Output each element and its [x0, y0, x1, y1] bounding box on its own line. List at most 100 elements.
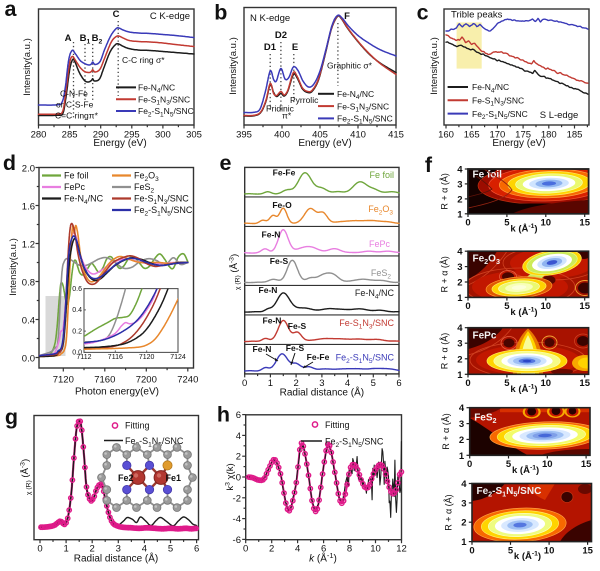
svg-text:1: 1 — [268, 378, 273, 389]
svg-text:C K-edge: C K-edge — [150, 11, 190, 22]
svg-text:Fe-S1N3/SNC: Fe-S1N3/SNC — [138, 94, 190, 106]
svg-text:-2: -2 — [233, 493, 241, 504]
svg-text:0.0: 0.0 — [72, 350, 82, 357]
svg-text:π*: π* — [282, 111, 292, 121]
svg-text:k (Å-1): k (Å-1) — [512, 464, 539, 475]
svg-text:0: 0 — [467, 459, 472, 470]
svg-text:F: F — [344, 11, 350, 22]
svg-text:3: 3 — [457, 179, 462, 190]
svg-text:7160: 7160 — [94, 375, 115, 386]
svg-text:Fe-Fe: Fe-Fe — [273, 168, 296, 178]
svg-text:Fe-N4/NC: Fe-N4/NC — [472, 82, 509, 94]
svg-text:2: 2 — [459, 435, 464, 446]
svg-text:Fe-N: Fe-N — [253, 344, 272, 354]
svg-text:FeS2: FeS2 — [134, 182, 155, 194]
svg-text:B1: B1 — [80, 33, 91, 45]
svg-text:Energy (eV): Energy (eV) — [298, 138, 351, 149]
svg-text:15: 15 — [582, 545, 593, 556]
svg-text:R + α (Å): R + α (Å) — [440, 173, 450, 209]
svg-text:Intensity(a.u.): Intensity(a.u.) — [8, 238, 19, 296]
svg-text:h: h — [217, 403, 230, 427]
svg-text:Fe2-S1N5/SNC: Fe2-S1N5/SNC — [337, 114, 393, 126]
svg-text:k (Å-1): k (Å-1) — [309, 551, 337, 565]
svg-text:400: 400 — [274, 130, 290, 141]
svg-text:180: 180 — [541, 130, 557, 141]
svg-text:2.0: 2.0 — [22, 164, 35, 175]
svg-text:290: 290 — [93, 130, 109, 141]
svg-text:2: 2 — [457, 194, 462, 205]
svg-text:0: 0 — [465, 378, 470, 389]
svg-text:2: 2 — [293, 378, 298, 389]
svg-text:15: 15 — [581, 459, 592, 470]
svg-text:χ (R) (Å-3): χ (R) (Å-3) — [20, 459, 33, 495]
svg-text:10: 10 — [544, 545, 555, 556]
svg-text:6: 6 — [236, 410, 241, 421]
svg-text:5: 5 — [504, 218, 510, 229]
svg-text:Fe-N4/NC: Fe-N4/NC — [64, 194, 104, 206]
svg-text:405: 405 — [312, 130, 328, 141]
svg-text:Fe-N: Fe-N — [262, 230, 281, 240]
svg-text:a: a — [5, 0, 18, 21]
svg-text:15: 15 — [579, 218, 590, 229]
svg-text:6: 6 — [321, 544, 326, 555]
svg-text:4: 4 — [142, 544, 147, 555]
svg-text:Fe-S1N3/SNC: Fe-S1N3/SNC — [134, 194, 189, 206]
svg-text:4: 4 — [295, 544, 300, 555]
svg-text:or C-S-Fe: or C-S-Fe — [56, 100, 94, 110]
svg-text:Intensity(a.u.): Intensity(a.u.) — [228, 37, 239, 95]
svg-text:285: 285 — [62, 130, 78, 141]
svg-text:165: 165 — [464, 130, 480, 141]
svg-text:N K-edge: N K-edge — [250, 13, 290, 24]
svg-text:Fe-S: Fe-S — [288, 321, 307, 331]
svg-text:1: 1 — [457, 293, 463, 304]
svg-text:S L-edge: S L-edge — [540, 110, 579, 121]
svg-text:Graphitic σ*: Graphitic σ* — [327, 61, 373, 71]
svg-text:1.2: 1.2 — [22, 240, 35, 251]
svg-text:4: 4 — [345, 378, 350, 389]
svg-text:3: 3 — [319, 378, 324, 389]
svg-text:FePc: FePc — [64, 182, 86, 192]
svg-text:4: 4 — [457, 247, 463, 258]
svg-text:2: 2 — [457, 354, 462, 365]
svg-text:0: 0 — [37, 544, 42, 555]
svg-text:k (Å-1): k (Å-1) — [510, 383, 537, 394]
svg-text:6: 6 — [396, 378, 401, 389]
svg-text:Fe-S1N3/SNC: Fe-S1N3/SNC — [339, 318, 394, 330]
svg-text:e: e — [220, 151, 232, 175]
svg-text:k (Å-1): k (Å-1) — [514, 551, 541, 562]
svg-text:3: 3 — [461, 498, 466, 509]
svg-text:Fe1: Fe1 — [166, 473, 182, 483]
svg-text:Fe-S: Fe-S — [286, 343, 305, 353]
svg-text:10: 10 — [541, 378, 552, 389]
svg-text:15: 15 — [579, 378, 590, 389]
svg-text:5: 5 — [504, 378, 510, 389]
svg-text:7120: 7120 — [139, 354, 155, 361]
svg-text:FeS2: FeS2 — [474, 413, 496, 426]
svg-text:7116: 7116 — [108, 354, 123, 361]
svg-text:6: 6 — [194, 544, 199, 555]
svg-text:2: 2 — [461, 518, 466, 529]
svg-text:415: 415 — [388, 130, 404, 141]
svg-text:185: 185 — [567, 130, 583, 141]
svg-text:Energy (eV): Energy (eV) — [492, 138, 545, 149]
svg-text:300: 300 — [155, 130, 171, 141]
svg-text:7120: 7120 — [53, 375, 74, 386]
svg-text:7124: 7124 — [170, 354, 186, 361]
svg-text:0: 0 — [242, 378, 247, 389]
svg-text:5: 5 — [168, 544, 173, 555]
svg-text:FeS2: FeS2 — [371, 268, 392, 280]
svg-text:15: 15 — [579, 301, 590, 312]
svg-text:Fe-O: Fe-O — [272, 200, 292, 210]
svg-text:0.2: 0.2 — [72, 328, 82, 335]
svg-text:Fe2-S1N5/SNC: Fe2-S1N5/SNC — [325, 437, 384, 449]
svg-text:Fe-S1N3/SNC: Fe-S1N3/SNC — [472, 96, 524, 108]
svg-text:7112: 7112 — [76, 354, 91, 361]
svg-text:3: 3 — [457, 339, 462, 350]
svg-text:0.4: 0.4 — [22, 316, 35, 327]
svg-text:4: 4 — [461, 479, 467, 490]
svg-text:Fe foil: Fe foil — [369, 170, 394, 180]
svg-text:FePc: FePc — [473, 331, 497, 342]
svg-text:b: b — [214, 1, 227, 25]
svg-text:R + α (Å): R + α (Å) — [440, 256, 450, 292]
svg-text:k (Å-1): k (Å-1) — [510, 306, 537, 317]
